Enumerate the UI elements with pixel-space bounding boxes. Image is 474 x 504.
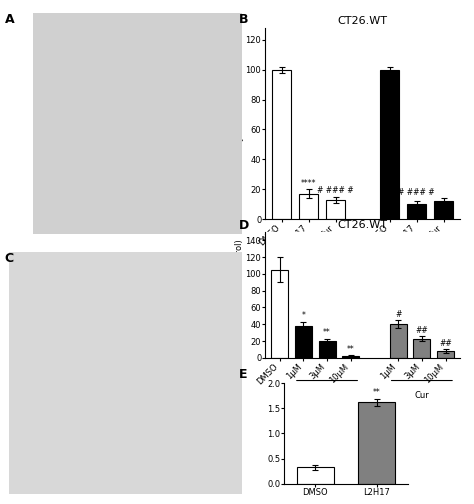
Title: CT26.WT: CT26.WT: [337, 16, 388, 26]
Bar: [380, 70, 399, 219]
Text: L2H17: L2H17: [314, 391, 340, 400]
Text: C: C: [5, 252, 14, 265]
Bar: [272, 70, 292, 219]
Text: D: D: [239, 219, 250, 232]
Text: # ### #: # ### #: [398, 188, 435, 197]
Bar: [437, 351, 454, 358]
Bar: [413, 339, 430, 358]
Bar: [271, 270, 288, 358]
Text: **: **: [347, 345, 355, 354]
Bar: [358, 402, 395, 484]
Bar: [407, 204, 426, 219]
Text: ****: ****: [301, 179, 316, 188]
Text: ****: ****: [382, 191, 397, 200]
Y-axis label: Cell invasion(% of control): Cell invasion(% of control): [235, 239, 244, 350]
Bar: [295, 326, 312, 358]
Text: E: E: [239, 368, 248, 381]
Text: # ### #: # ### #: [317, 186, 354, 196]
Title: CT26.WT: CT26.WT: [337, 220, 388, 230]
Bar: [297, 467, 334, 484]
Text: #: #: [395, 310, 401, 319]
Bar: [390, 324, 407, 358]
Text: ##: ##: [439, 339, 452, 348]
Text: B: B: [239, 13, 249, 26]
Text: **: **: [373, 388, 381, 397]
Text: 24h: 24h: [301, 258, 317, 267]
Text: Cur: Cur: [414, 391, 429, 400]
Text: 48h: 48h: [409, 258, 425, 267]
Bar: [326, 200, 346, 219]
Bar: [319, 341, 336, 358]
Text: ##: ##: [416, 326, 428, 335]
Bar: [434, 201, 453, 219]
Bar: [299, 194, 319, 219]
Text: **: **: [323, 328, 331, 337]
Text: A: A: [5, 13, 14, 26]
Y-axis label: Mobility(% of control): Mobility(% of control): [235, 78, 244, 169]
Bar: [342, 356, 359, 358]
Text: *: *: [301, 311, 305, 321]
